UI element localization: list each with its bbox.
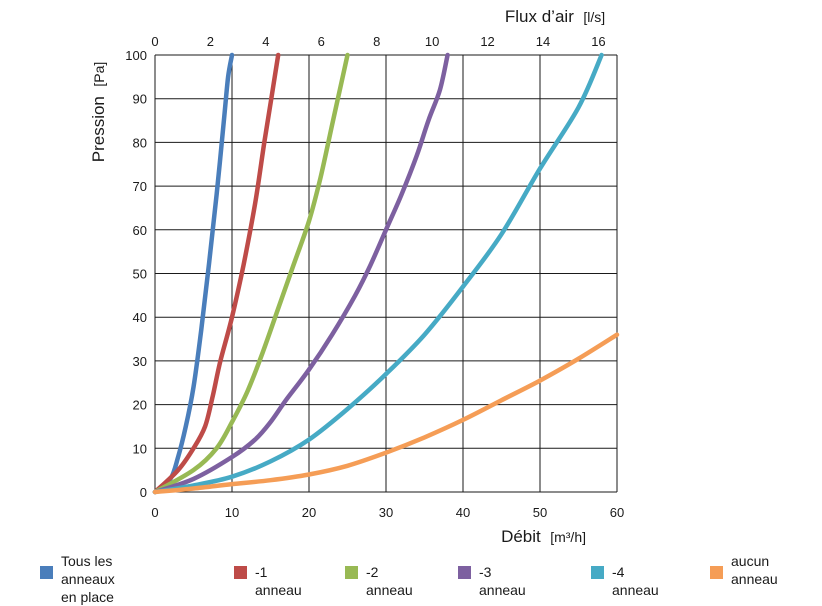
x-tick-label-1: 10 [225,505,239,520]
x-tick-label-4: 40 [456,505,470,520]
y-tick-label-5: 50 [133,267,147,282]
x-tick-label-5: 50 [533,505,547,520]
y-tick-label-3: 30 [133,354,147,369]
legend-label: -3 anneau [479,564,526,598]
x-tick-label-3: 30 [379,505,393,520]
series-line-2 [152,52,350,495]
x2-tick-label-8: 16 [591,34,605,49]
legend-swatch [234,566,247,579]
x-axis-title: Débit [m³/h] [501,527,586,546]
y-tick-label-2: 20 [133,398,147,413]
legend-item-4: -4 anneau [591,552,659,599]
y-tick-label-8: 80 [133,135,147,150]
legend-label: -4 anneau [612,564,659,598]
x2-tick-label-4: 8 [373,34,380,49]
x2-axis-title: Flux d’air [l/s] [505,7,605,26]
x2-tick-label-5: 10 [425,34,439,49]
y-tick-label-1: 10 [133,441,147,456]
series-line-3 [152,52,450,495]
legend-label: -1 anneau [255,564,302,598]
x2-tick-label-6: 12 [480,34,494,49]
legend-label: aucun anneau [731,553,778,587]
x2-tick-label-1: 2 [207,34,214,49]
x2-tick-label-0: 0 [151,34,158,49]
y-tick-label-9: 90 [133,92,147,107]
series-line-1 [152,52,281,495]
y-tick-label-10: 100 [125,48,147,63]
x-tick-label-2: 20 [302,505,316,520]
x2-tick-label-2: 4 [262,34,269,49]
y-tick-label-0: 0 [140,485,147,500]
y-tick-label-6: 60 [133,223,147,238]
x-tick-label-0: 0 [151,505,158,520]
series-lines [152,52,620,495]
legend-swatch [710,566,723,579]
legend-swatch [591,566,604,579]
legend-label: -2 anneau [366,564,413,598]
series-line-0 [152,52,235,495]
legend-swatch [40,566,53,579]
left-axis-ticks: 0 10 20 30 40 50 60 70 80 90 100 [125,48,147,500]
bottom-axis-ticks: 0 10 20 30 40 50 60 [151,505,624,520]
y-axis-title: Pression [Pa] [89,62,108,163]
series-line-5 [152,332,620,495]
x-tick-label-6: 60 [610,505,624,520]
legend-swatch [458,566,471,579]
y-tick-label-7: 70 [133,179,147,194]
legend-item-1: -1 anneau [234,552,302,599]
legend-swatch [345,566,358,579]
series-line-4 [152,52,604,495]
legend-item-2: -2 anneau [345,552,413,599]
x2-tick-label-3: 6 [318,34,325,49]
legend-item-3: -3 anneau [458,552,526,599]
x2-tick-label-7: 14 [536,34,550,49]
y-tick-label-4: 40 [133,310,147,325]
legend-item-5: aucun anneau [710,552,778,588]
top-axis-ticks: 0 2 4 6 8 10 12 14 16 [151,34,605,49]
